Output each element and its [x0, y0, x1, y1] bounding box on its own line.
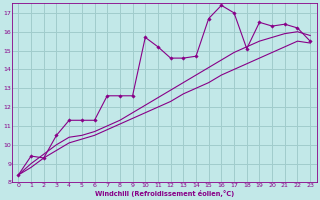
X-axis label: Windchill (Refroidissement éolien,°C): Windchill (Refroidissement éolien,°C) — [95, 190, 234, 197]
